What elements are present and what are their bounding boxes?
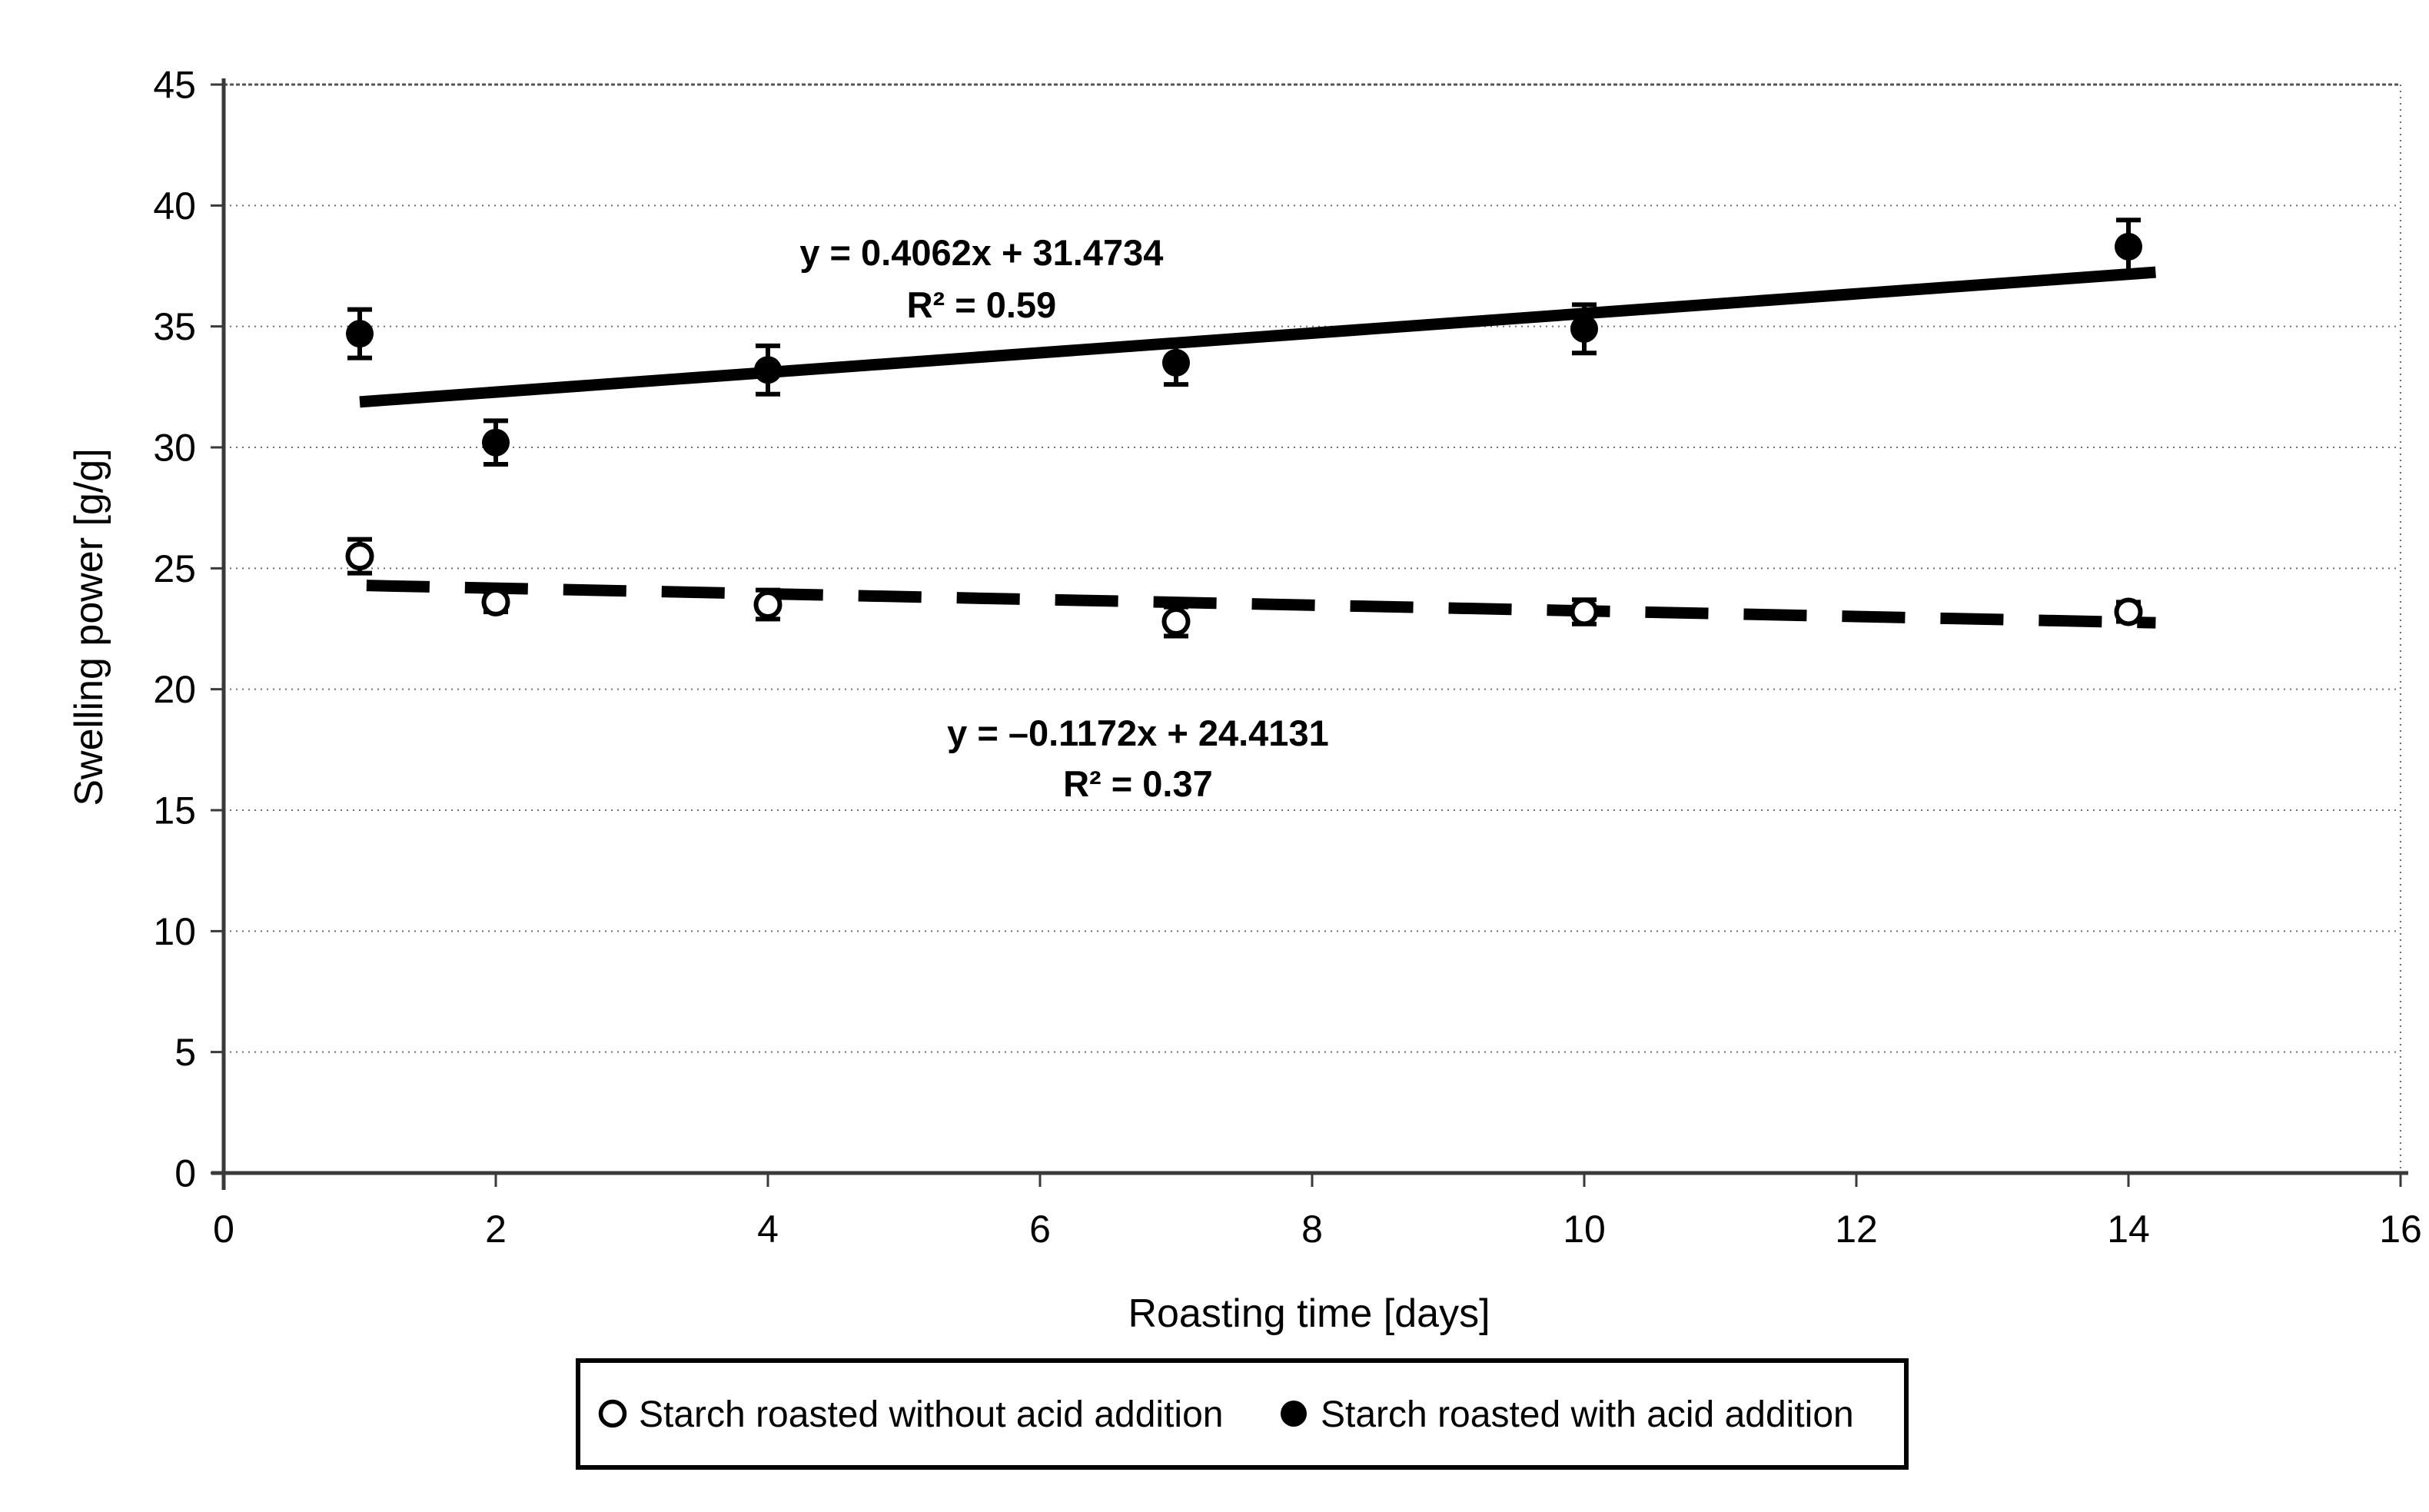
trendline-r-squared-label: R² = 0.37 xyxy=(1063,763,1213,804)
data-point-filled-circle xyxy=(482,428,510,457)
legend-label: Starch roasted without acid addition xyxy=(639,1394,1223,1435)
x-tick-label: 6 xyxy=(1029,1208,1051,1251)
trendline-solid xyxy=(359,266,2156,408)
data-point-filled-circle xyxy=(1162,348,1190,377)
annotations-group: y = –0.1172x + 24.4131 R² = 0.37 y = 0.406… xyxy=(799,232,1328,804)
scatter-chart-figure: y = –0.1172x + 24.4131 R² = 0.37 y = 0.406… xyxy=(31,12,2429,1512)
y-tick-label: 5 xyxy=(174,1031,196,1074)
y-axis-title: Swelling power [g/g] xyxy=(67,448,111,806)
scatter-plot-svg: y = –0.1172x + 24.4131 R² = 0.37 y = 0.406… xyxy=(67,64,2422,1470)
x-tick-label: 4 xyxy=(757,1208,779,1251)
gridlines-group xyxy=(224,83,2401,1173)
y-tick-label: 35 xyxy=(153,305,196,348)
y-tick-label: 0 xyxy=(174,1152,196,1195)
x-tick-label: 2 xyxy=(485,1208,507,1251)
data-point-filled-circle xyxy=(346,320,374,348)
legend-box xyxy=(576,1358,1909,1470)
y-tick-label: 25 xyxy=(153,547,196,590)
x-tick-label: 8 xyxy=(1301,1208,1323,1251)
data-points-group xyxy=(345,232,2143,636)
trendline-equation-label: y = 0.4062x + 31.4734 xyxy=(799,232,1163,273)
data-point-open-circle xyxy=(753,590,783,620)
legend-label: Starch roasted with acid addition xyxy=(1321,1394,1854,1435)
data-point-open-circle xyxy=(2114,597,2143,626)
x-axis-title: Roasting time [days] xyxy=(1128,1291,1490,1336)
legend: Starch roasted without acid addition Star… xyxy=(576,1358,1909,1470)
x-tick-label: 14 xyxy=(2107,1208,2150,1251)
x-tick-label: 10 xyxy=(1563,1208,1606,1251)
trendline-r-squared-label: R² = 0.59 xyxy=(907,284,1057,325)
y-tick-label: 45 xyxy=(153,64,196,107)
axes-group xyxy=(211,78,2408,1190)
y-tick-label: 15 xyxy=(153,789,196,832)
data-point-open-circle xyxy=(1570,597,1599,626)
legend-open-circle-icon xyxy=(598,1399,627,1428)
data-point-filled-circle xyxy=(754,356,782,384)
y-tick-label: 20 xyxy=(153,668,196,711)
x-tick-label: 0 xyxy=(213,1208,234,1251)
data-point-filled-circle xyxy=(1570,314,1598,343)
error-bars-group xyxy=(347,218,2141,639)
tick-labels-group: 0 5 10 15 20 25 30 35 40 45 0 2 4 6 8 10 12 14 16 xyxy=(153,64,2421,1251)
x-tick-label: 16 xyxy=(2379,1208,2422,1251)
y-tick-label: 40 xyxy=(153,184,196,228)
trendline-equation-label: y = –0.1172x + 24.4131 xyxy=(947,713,1329,753)
data-point-open-circle xyxy=(481,587,510,616)
legend-filled-circle-icon xyxy=(1281,1401,1307,1427)
x-tick-label: 12 xyxy=(1835,1208,1878,1251)
y-tick-label: 30 xyxy=(153,427,196,470)
data-point-open-circle xyxy=(1161,607,1191,636)
data-point-filled-circle xyxy=(2115,232,2142,261)
data-point-open-circle xyxy=(345,542,374,571)
y-tick-label: 10 xyxy=(153,910,196,953)
trendlines-group xyxy=(359,266,2156,629)
trendline-dashed xyxy=(366,580,2156,629)
